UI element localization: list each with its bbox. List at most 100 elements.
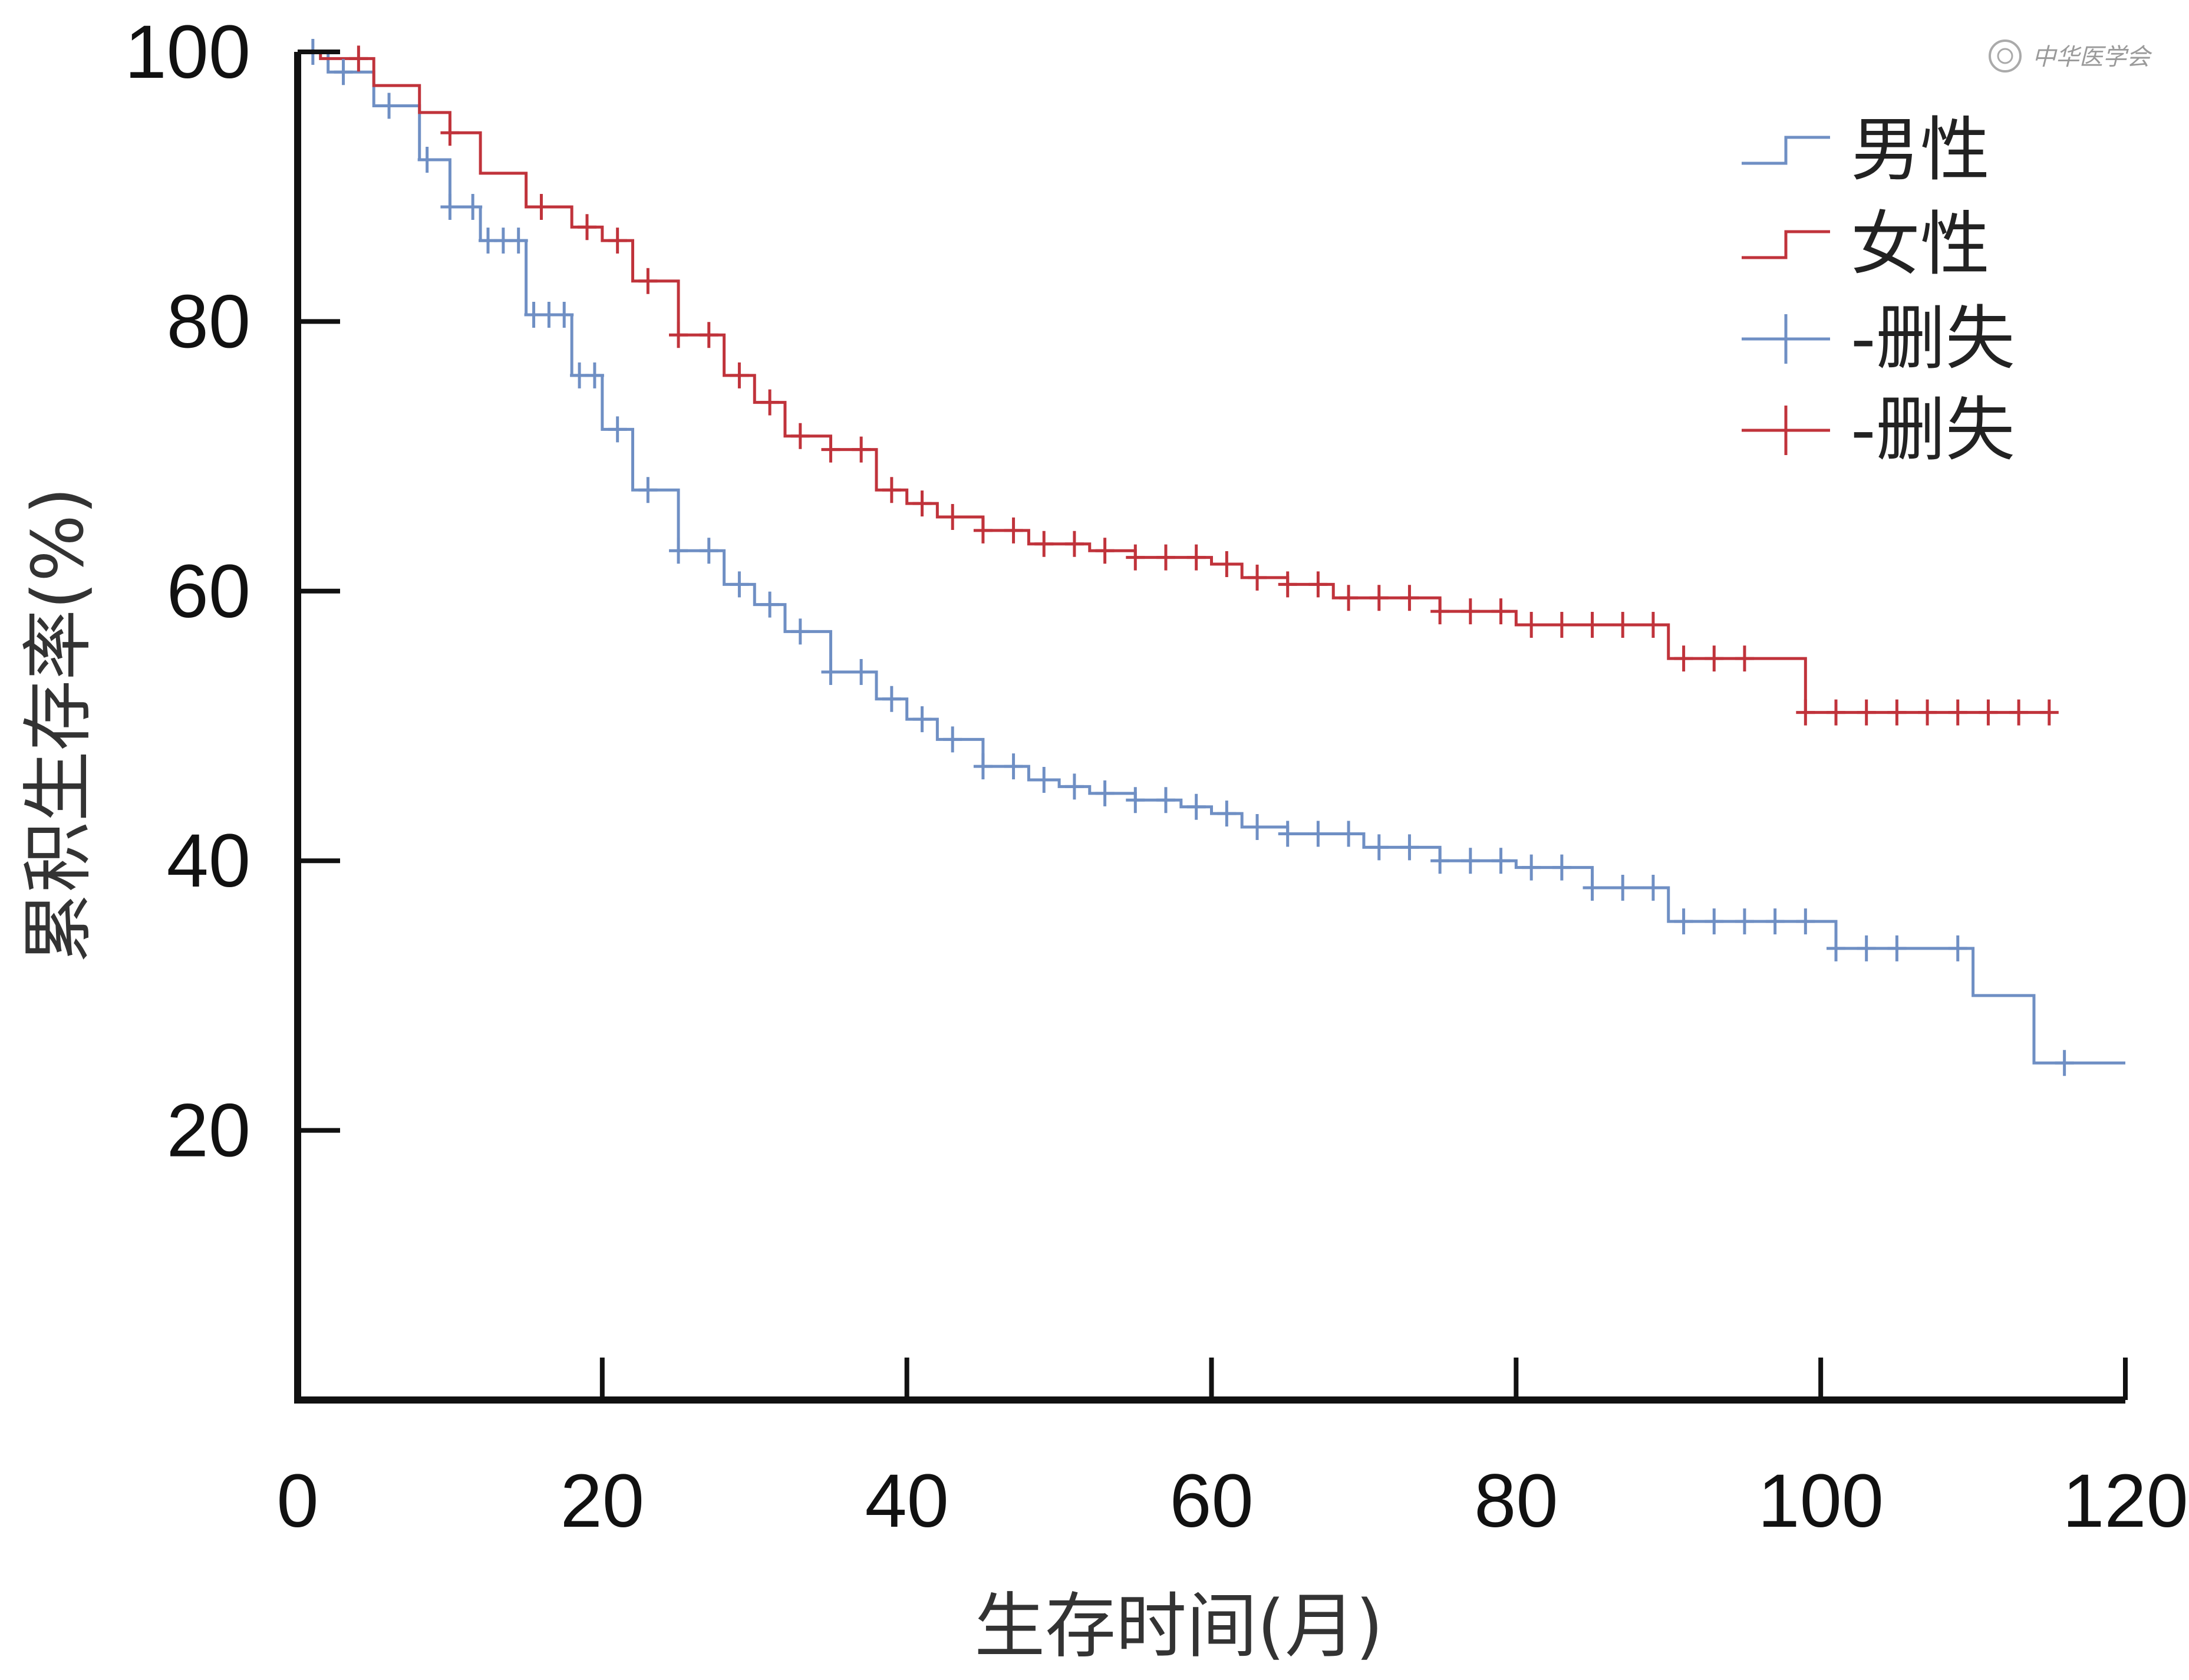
censor-mark [555, 301, 574, 328]
censor-mark [1948, 935, 1967, 961]
series-line-1 [298, 50, 2049, 714]
censor-mark [1705, 645, 1724, 672]
censor-mark [669, 322, 688, 348]
censor-mark [1765, 908, 1785, 935]
series-layer [298, 50, 2125, 1065]
censor-mark [1857, 699, 1876, 726]
censor-mark [1948, 699, 1967, 726]
censor-mark [790, 618, 810, 645]
censor-mark [532, 194, 551, 220]
x-tick-label: 120 [2062, 1459, 2188, 1543]
censor-mark [1095, 538, 1115, 564]
censor-mark [821, 436, 840, 463]
censor-mark [1979, 699, 1998, 726]
censor-mark [852, 436, 871, 463]
censor-mark [349, 45, 368, 72]
censor-mark [1430, 598, 1450, 625]
censor-mark [1400, 585, 1419, 611]
censor-mark [2055, 1050, 2074, 1076]
censor-mark [1461, 848, 1480, 874]
x-axis-title: 生存时间(月) [974, 1586, 1383, 1668]
censor-mark [417, 146, 437, 173]
censor-mark [440, 194, 460, 220]
censor-mark [1034, 531, 1054, 557]
censor-mark [1308, 571, 1328, 598]
y-tick-label: 20 [167, 1089, 250, 1173]
censor-mark [1278, 821, 1297, 847]
x-tick-label: 0 [276, 1459, 318, 1543]
censor-mark [1887, 935, 1907, 961]
censor-mark [1613, 611, 1633, 638]
legend-label: 女性 [1851, 203, 1990, 285]
y-axis-title: 累积生存率(%) [18, 487, 100, 963]
censor-mark [943, 726, 962, 753]
censor-mark [1248, 564, 1267, 591]
censor-mark [1064, 773, 1084, 800]
censor-mark [577, 214, 596, 241]
censor-mark [1034, 766, 1054, 793]
censor-mark [912, 706, 932, 733]
censor-mark [1735, 908, 1754, 935]
censor-mark [699, 538, 718, 564]
y-tick-label: 40 [167, 819, 250, 903]
x-tick-label: 100 [1758, 1459, 1884, 1543]
censor-mark [1643, 611, 1663, 638]
censor-mark [1796, 699, 1815, 726]
censor-layer [303, 39, 2074, 1076]
censor-mark [882, 686, 901, 712]
censor-mark [638, 477, 658, 503]
censor-mark [1522, 854, 1541, 881]
x-tick-label: 80 [1474, 1459, 1558, 1543]
watermark-text: 中华医学会 [2032, 44, 2152, 71]
censor-mark [1461, 598, 1480, 625]
censor-mark [1217, 551, 1237, 578]
censor-mark [1857, 935, 1876, 961]
censor-mark [1827, 699, 1846, 726]
censor-mark [509, 228, 528, 254]
society-seal-icon [1989, 39, 2022, 73]
censor-mark [1643, 874, 1663, 901]
ticks-layer: 0 20 40 60 80 100 120 20 40 60 80 100 [124, 10, 2188, 1543]
censor-mark [882, 477, 901, 503]
censor-mark [1278, 571, 1297, 598]
censor-mark [1369, 585, 1389, 611]
censor-mark [1248, 814, 1267, 841]
censor-mark [699, 322, 718, 348]
censor-mark [1674, 908, 1693, 935]
y-tick-label: 100 [124, 10, 250, 94]
censor-mark [608, 228, 627, 254]
legend-label: -删失 [1851, 298, 2015, 379]
censor-mark [821, 659, 840, 686]
censor-mark [912, 490, 932, 517]
censor-mark [334, 59, 353, 85]
censor-mark [440, 120, 460, 146]
censor-mark [852, 659, 871, 686]
x-tick-label: 60 [1169, 1459, 1253, 1543]
censor-mark [760, 591, 780, 618]
legend-label: -删失 [1851, 389, 2015, 470]
series-line-0 [298, 50, 2125, 1065]
censor-mark [1156, 544, 1175, 571]
censor-mark [1735, 645, 1754, 672]
y-tick-label: 60 [167, 549, 250, 634]
x-tick-label: 20 [561, 1459, 644, 1543]
censor-mark [943, 504, 962, 531]
censor-mark [638, 268, 658, 294]
censor-mark [1583, 611, 1602, 638]
legend-line-icon [1742, 230, 1830, 259]
censor-mark [585, 362, 604, 388]
censor-mark [973, 753, 993, 780]
legend-censor-icon [1742, 406, 1830, 455]
censor-mark [1186, 544, 1206, 571]
censor-mark [1186, 793, 1206, 820]
censor-mark [1827, 935, 1846, 961]
censor-mark [1064, 531, 1084, 557]
censor-mark [1674, 645, 1693, 672]
censor-mark [1430, 848, 1450, 874]
censor-mark [1369, 834, 1389, 861]
censor-mark [2009, 699, 2029, 726]
censor-mark [1552, 854, 1571, 881]
censor-mark [973, 517, 993, 543]
